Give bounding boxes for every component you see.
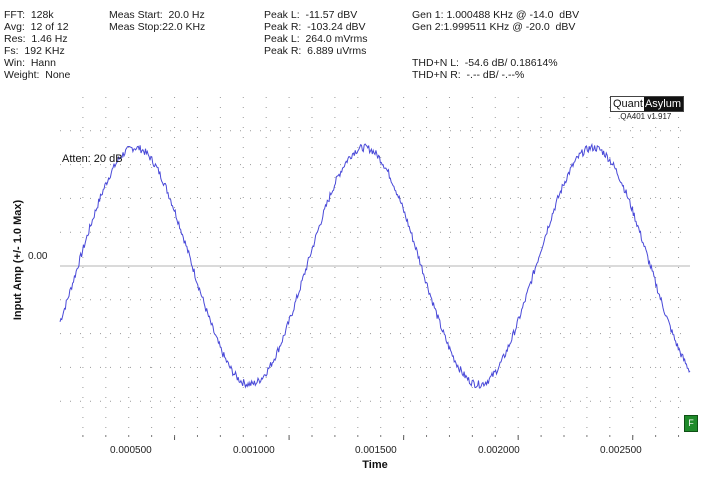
x-tick-label-1: 0.001000 — [233, 445, 275, 456]
peak-r-rms-label: Peak R: 6.889 uVrms — [264, 45, 367, 57]
plot-grid — [60, 97, 690, 435]
peak-l-rms-label: Peak L: 264.0 mVrms — [264, 33, 368, 45]
meas-start-label: Meas Start: 20.0 Hz — [109, 9, 205, 21]
attenuation-label: Atten: 20 dB — [62, 153, 123, 165]
x-tick-label-2: 0.001500 — [355, 445, 397, 456]
window-label: Win: Hann — [4, 57, 56, 69]
thd-r-label: THD+N R: -.-- dB/ -.--% — [412, 69, 525, 81]
fft-size-label: FFT: 128k — [4, 9, 54, 21]
y-axis-label: Input Amp (+/- 1.0 Max) — [12, 199, 24, 321]
meas-stop-label: Meas Stop:22.0 KHz — [109, 21, 206, 33]
thd-l-label: THD+N L: -54.6 dB/ 0.18614% — [412, 57, 558, 69]
x-axis-label: Time — [362, 459, 388, 471]
f-toggle-button[interactable]: F — [684, 415, 698, 432]
x-axis-ticks — [82, 435, 680, 440]
signal-trace — [59, 142, 691, 389]
resolution-label: Res: 1.46 Hz — [4, 33, 68, 45]
peak-r-dbv-label: Peak R: -103.24 dBV — [264, 21, 366, 33]
y-tick-label-zero: 0.00 — [28, 251, 48, 262]
version-label: .QA401 v1.917 — [618, 112, 672, 121]
gen2-label: Gen 2:1.999511 KHz @ -20.0 dBV — [412, 21, 576, 33]
gen1-label: Gen 1: 1.000488 KHz @ -14.0 dBV — [412, 9, 580, 21]
sample-rate-label: Fs: 192 KHz — [4, 45, 65, 57]
quantasylum-logo: Quant Asylum — [610, 96, 685, 112]
brand-asylum: Asylum — [643, 97, 684, 111]
weighting-label: Weight: None — [4, 69, 71, 81]
x-tick-label-4: 0.002500 — [600, 445, 642, 456]
avg-count-label: Avg: 12 of 12 — [4, 21, 69, 33]
x-tick-label-0: 0.000500 — [110, 445, 152, 456]
peak-l-dbv-label: Peak L: -11.57 dBV — [264, 9, 358, 21]
x-tick-label-3: 0.002000 — [478, 445, 520, 456]
brand-quant: Quant — [611, 97, 644, 111]
